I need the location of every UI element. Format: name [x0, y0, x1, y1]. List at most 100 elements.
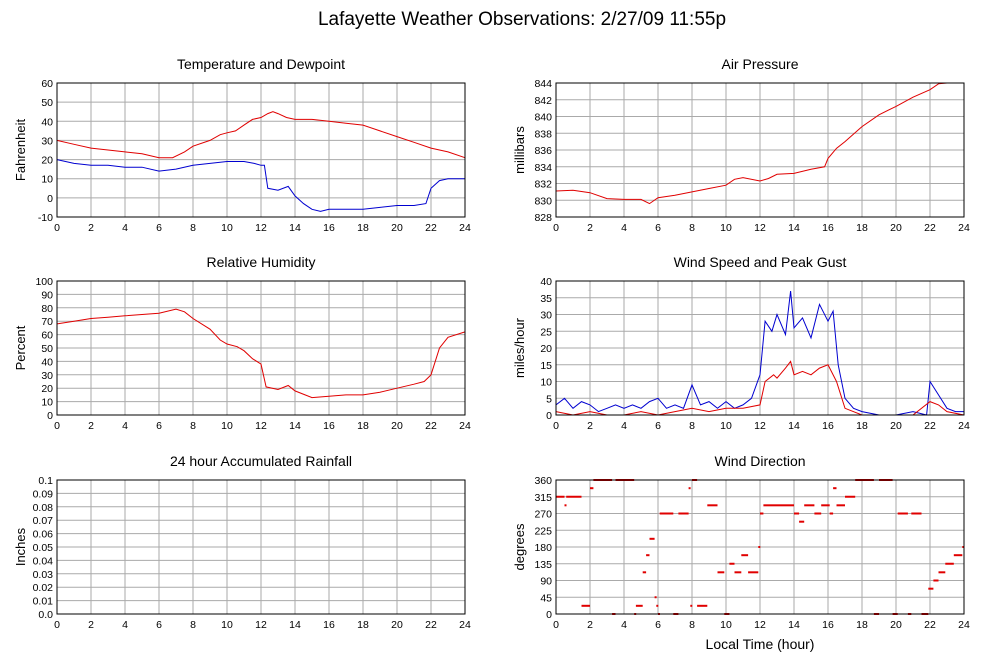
y-tick-label: 0.1 — [38, 475, 53, 487]
x-tick-label: 2 — [88, 420, 94, 432]
y-tick-label: 50 — [41, 343, 53, 355]
y-tick-label: 90 — [41, 289, 53, 301]
x-tick-label: 18 — [357, 222, 369, 234]
x-tick-label: 0 — [54, 619, 60, 631]
direction-point — [729, 562, 735, 565]
x-tick-label: 2 — [587, 222, 593, 234]
y-tick-label: 832 — [534, 179, 552, 191]
x-tick-label: 12 — [754, 420, 766, 432]
y-tick-label: 836 — [534, 145, 552, 157]
series-line-red — [555, 82, 964, 205]
x-tick-label: 22 — [425, 222, 437, 234]
x-tick-label: 2 — [88, 222, 94, 234]
x-tick-label: 0 — [553, 420, 559, 432]
x-tick-label: 20 — [391, 619, 403, 631]
x-tick-label: 4 — [621, 222, 627, 234]
chart-temp: 0 2 4 6 8 10 12 14 16 18 20 22 24-100102030405060Tem… — [13, 56, 471, 234]
chart-title: Wind Speed and Peak Gust — [674, 254, 847, 270]
x-tick-label: 0 — [54, 420, 60, 432]
x-tick-label: 2 — [587, 619, 593, 631]
direction-point — [933, 579, 939, 582]
direction-point — [962, 546, 965, 548]
x-tick-label: 10 — [221, 420, 233, 432]
direction-point — [566, 495, 582, 498]
direction-point — [654, 596, 657, 599]
y-tick-label: 842 — [534, 95, 552, 107]
x-tick-label: 10 — [221, 222, 233, 234]
x-tick-label: 20 — [890, 420, 902, 432]
y-tick-label: 840 — [534, 112, 552, 124]
x-tick-label: 6 — [156, 222, 162, 234]
x-tick-label: 22 — [425, 619, 437, 631]
direction-point — [590, 487, 594, 490]
x-tick-label: 0 — [553, 619, 559, 631]
y-axis-label: miles/hour — [512, 317, 527, 378]
direction-point — [794, 512, 800, 515]
x-tick-label: 10 — [221, 619, 233, 631]
x-tick-label: 6 — [156, 420, 162, 432]
plot-frame — [56, 82, 466, 218]
x-tick-label: 12 — [255, 420, 267, 432]
direction-point — [678, 512, 689, 515]
x-tick-label: 16 — [323, 222, 335, 234]
direction-point — [697, 604, 708, 607]
x-tick-label: 10 — [720, 619, 732, 631]
x-tick-label: 24 — [459, 619, 471, 631]
x-tick-label: 14 — [788, 619, 800, 631]
y-tick-label: 0 — [546, 609, 552, 621]
direction-point — [748, 571, 759, 574]
y-tick-label: 135 — [534, 559, 552, 571]
y-tick-label: 50 — [41, 97, 53, 109]
chart-rain: 0 2 4 6 8 10 12 14 16 18 20 22 240.00.010.020.030.04… — [13, 453, 471, 631]
chart-title: Relative Humidity — [207, 254, 316, 270]
y-axis-label: Inches — [13, 527, 28, 566]
y-axis-label: millibars — [512, 126, 527, 174]
plot-frame — [56, 479, 466, 615]
y-tick-label: -10 — [38, 212, 53, 224]
direction-point — [897, 512, 908, 515]
direction-point — [953, 554, 963, 557]
direction-point — [581, 604, 590, 607]
x-tick-label: 8 — [689, 420, 695, 432]
y-tick-label: 20 — [540, 343, 552, 355]
x-tick-label: 18 — [856, 222, 868, 234]
x-tick-label: 20 — [890, 222, 902, 234]
y-tick-label: 40 — [540, 276, 552, 288]
y-tick-label: 180 — [534, 542, 552, 554]
y-tick-label: 0.06 — [33, 529, 54, 541]
chart-wind: 0 2 4 6 8 10 12 14 16 18 20 22 240510152025303540Win… — [512, 254, 970, 432]
direction-point — [642, 571, 647, 574]
y-tick-label: 828 — [534, 212, 552, 224]
x-tick-label: 12 — [754, 619, 766, 631]
y-tick-label: 35 — [540, 293, 552, 305]
direction-point — [821, 504, 830, 507]
y-tick-label: 25 — [540, 326, 552, 338]
x-tick-label: 16 — [323, 619, 335, 631]
y-tick-label: 45 — [540, 592, 552, 604]
direction-point — [635, 604, 643, 607]
direction-point — [649, 537, 655, 540]
plot-frame — [555, 280, 965, 416]
y-tick-label: 60 — [41, 330, 53, 342]
x-tick-label: 2 — [587, 420, 593, 432]
direction-point — [646, 554, 650, 557]
x-tick-label: 18 — [357, 420, 369, 432]
x-tick-label: 14 — [289, 619, 301, 631]
y-tick-label: 10 — [41, 174, 53, 186]
x-tick-label: 22 — [425, 420, 437, 432]
x-tick-label: 18 — [856, 420, 868, 432]
y-tick-label: 90 — [540, 576, 552, 588]
y-tick-label: 20 — [41, 383, 53, 395]
x-tick-label: 8 — [190, 222, 196, 234]
x-tick-label: 0 — [54, 222, 60, 234]
x-axis-label: Local Time (hour) — [706, 636, 815, 652]
x-tick-label: 14 — [788, 222, 800, 234]
y-axis-label: degrees — [512, 523, 527, 570]
x-tick-label: 24 — [958, 420, 970, 432]
y-axis-label: Percent — [13, 325, 28, 370]
y-tick-label: 834 — [534, 162, 552, 174]
y-tick-label: 0.05 — [33, 542, 54, 554]
x-tick-label: 0 — [553, 222, 559, 234]
